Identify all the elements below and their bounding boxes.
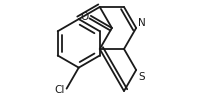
Text: O: O (80, 12, 88, 22)
Text: Cl: Cl (54, 84, 65, 94)
Text: S: S (138, 72, 145, 82)
Text: N: N (138, 18, 146, 28)
